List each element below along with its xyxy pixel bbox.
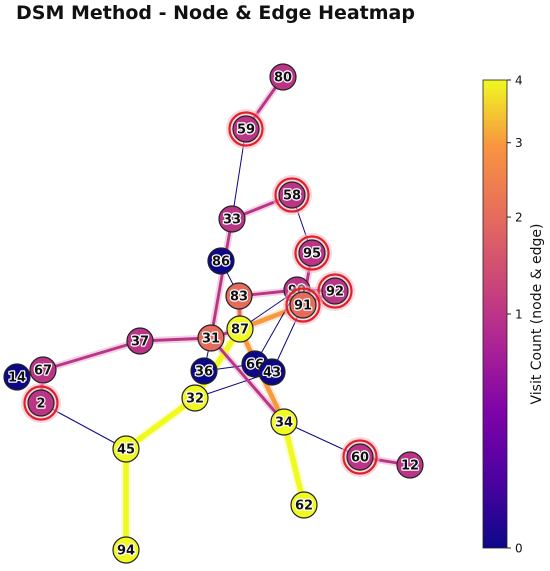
node-circle-60 — [346, 443, 374, 471]
node-83: 83 — [225, 282, 253, 310]
node-circle-58 — [278, 181, 306, 209]
chart-title: DSM Method - Node & Edge Heatmap — [16, 2, 415, 24]
node-circle-32 — [181, 384, 209, 412]
node-circle-95 — [298, 239, 326, 267]
colorbar-gradient — [482, 79, 508, 549]
node-94: 94 — [112, 536, 140, 564]
edge-37-67 — [41, 339, 142, 372]
node-60: 60 — [340, 437, 380, 477]
node-label-37: 37 — [131, 335, 149, 350]
node-label-32: 32 — [186, 392, 204, 407]
node-label-86: 86 — [212, 255, 230, 270]
edge-33-31 — [209, 217, 234, 340]
colorbar: 0 1 2 3 4 Visit Count (node & edge) — [482, 74, 545, 556]
node-label-14: 14 — [8, 371, 26, 386]
node-33: 33 — [218, 205, 246, 233]
node-37: 37 — [126, 327, 154, 355]
node-95: 95 — [292, 233, 332, 273]
node-label-62: 62 — [295, 499, 313, 514]
node-12: 12 — [396, 451, 424, 479]
node-circle-34 — [270, 408, 298, 436]
edges-layer — [16, 73, 414, 555]
node-59: 59 — [226, 109, 266, 149]
nodes-layer: 8059583395869092839187313766364367143223… — [3, 63, 424, 564]
node-circle-62 — [290, 491, 318, 519]
node-58: 58 — [272, 175, 312, 215]
node-2: 2 — [21, 383, 61, 423]
node-86: 86 — [207, 247, 235, 275]
node-14: 14 — [3, 363, 31, 391]
edge-34-62 — [281, 419, 307, 508]
node-ring-59 — [228, 111, 264, 147]
colorbar-ticks: 0 1 2 3 4 — [507, 74, 523, 556]
node-label-45: 45 — [117, 443, 135, 458]
node-label-43: 43 — [263, 366, 281, 381]
node-label-87: 87 — [231, 323, 249, 338]
node-ring-2 — [23, 385, 59, 421]
node-label-83: 83 — [230, 290, 248, 305]
node-circle-67 — [29, 356, 57, 384]
node-circle-83 — [225, 282, 253, 310]
node-80: 80 — [269, 63, 297, 91]
node-34: 34 — [270, 408, 298, 436]
edge-87-32 — [192, 326, 243, 401]
node-43: 43 — [258, 358, 286, 386]
node-circle-91 — [289, 291, 317, 319]
node-ring-92 — [317, 273, 353, 309]
node-label-36: 36 — [195, 365, 213, 380]
node-circle-14 — [3, 363, 31, 391]
node-62: 62 — [290, 491, 318, 519]
node-label-60: 60 — [351, 451, 369, 466]
colorbar-tick-label-1: 1 — [515, 308, 523, 322]
node-ring-91 — [285, 287, 321, 323]
node-circle-36 — [190, 357, 218, 385]
colorbar-tick-label-2: 2 — [515, 211, 523, 225]
node-circle-12 — [396, 451, 424, 479]
node-91: 91 — [283, 285, 323, 325]
node-circle-33 — [218, 205, 246, 233]
node-label-58: 58 — [283, 189, 301, 204]
node-ring-60 — [342, 439, 378, 475]
edge-45-32 — [123, 395, 198, 452]
node-label-12: 12 — [401, 459, 419, 474]
node-label-59: 59 — [237, 123, 255, 138]
node-87: 87 — [226, 315, 254, 343]
node-circle-94 — [112, 536, 140, 564]
node-circle-80 — [269, 63, 297, 91]
node-67: 67 — [29, 356, 57, 384]
node-circle-37 — [126, 327, 154, 355]
node-label-67: 67 — [34, 364, 52, 379]
node-45: 45 — [112, 435, 140, 463]
colorbar-label: Visit Count (node & edge) — [529, 224, 545, 405]
node-ring-58 — [274, 177, 310, 213]
colorbar-tick-label-4: 4 — [515, 74, 523, 88]
node-ring-95 — [294, 235, 330, 271]
node-label-33: 33 — [223, 213, 241, 228]
node-circle-45 — [112, 435, 140, 463]
colorbar-tick-label-3: 3 — [515, 136, 523, 150]
edge-31-34 — [209, 336, 286, 424]
node-circle-43 — [258, 358, 286, 386]
node-label-95: 95 — [303, 247, 321, 262]
node-circle-59 — [232, 115, 260, 143]
node-31: 31 — [197, 324, 225, 352]
node-36: 36 — [190, 357, 218, 385]
node-label-31: 31 — [202, 332, 220, 347]
node-circle-92 — [321, 277, 349, 305]
node-label-34: 34 — [275, 416, 293, 431]
node-label-92: 92 — [326, 285, 344, 300]
node-circle-31 — [197, 324, 225, 352]
node-label-80: 80 — [274, 71, 292, 86]
node-92: 92 — [315, 271, 355, 311]
node-circle-87 — [226, 315, 254, 343]
node-32: 32 — [181, 384, 209, 412]
node-circle-2 — [27, 389, 55, 417]
node-label-91: 91 — [294, 299, 312, 314]
node-label-2: 2 — [36, 397, 45, 412]
node-label-94: 94 — [117, 544, 135, 559]
colorbar-tick-label-0: 0 — [515, 542, 523, 556]
node-circle-86 — [207, 247, 235, 275]
